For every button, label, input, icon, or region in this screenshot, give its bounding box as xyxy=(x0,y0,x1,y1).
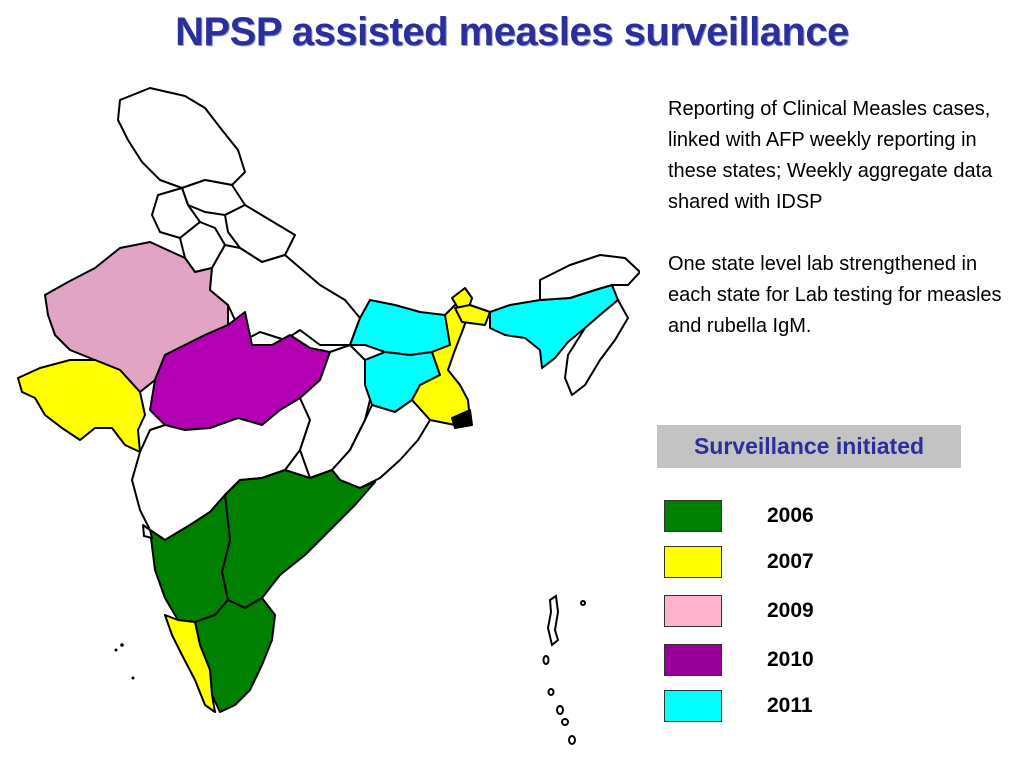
legend-label: 2011 xyxy=(767,694,813,717)
legend-label: 2009 xyxy=(767,599,814,622)
page-title: NPSP assisted measles surveillance xyxy=(175,10,849,54)
legend-label: 2007 xyxy=(767,550,814,573)
legend-swatch xyxy=(664,546,722,578)
legend-swatch xyxy=(664,644,722,676)
state-north-bengal xyxy=(454,304,491,326)
state-northeast-others xyxy=(564,299,629,396)
legend-item-2007: 2007 xyxy=(664,546,864,580)
state-jammu-kashmir xyxy=(117,87,246,189)
state-andhra-pradesh xyxy=(221,469,376,609)
description-paragraph-2: One state level lab strengthened in each… xyxy=(668,253,1002,337)
description-paragraph-1: Reporting of Clinical Measles cases, lin… xyxy=(668,98,993,213)
legend-label: 2010 xyxy=(767,648,814,671)
description: Reporting of Clinical Measles cases, lin… xyxy=(668,94,1013,373)
andaman-islands xyxy=(542,594,586,745)
sundarbans-region xyxy=(451,409,473,429)
legend-swatch xyxy=(664,500,722,532)
state-karnataka xyxy=(149,494,231,623)
state-sikkim xyxy=(451,287,473,311)
legend-swatch xyxy=(664,595,722,627)
india-map xyxy=(17,87,640,745)
legend-item-2006: 2006 xyxy=(664,500,864,534)
state-gujarat xyxy=(17,359,146,453)
state-arunachal xyxy=(539,254,640,301)
legend-item-2010: 2010 xyxy=(664,644,864,678)
state-bihar xyxy=(349,299,456,356)
legend-label: 2006 xyxy=(767,504,814,527)
lakshadweep-islands xyxy=(114,643,135,680)
state-goa xyxy=(142,524,153,539)
legend-item-2011: 2011 xyxy=(664,690,864,724)
legend-title: Surveillance initiated xyxy=(657,425,961,468)
state-kerala xyxy=(164,614,216,713)
legend-swatch xyxy=(664,690,722,722)
legend-item-2009: 2009 xyxy=(664,595,864,629)
